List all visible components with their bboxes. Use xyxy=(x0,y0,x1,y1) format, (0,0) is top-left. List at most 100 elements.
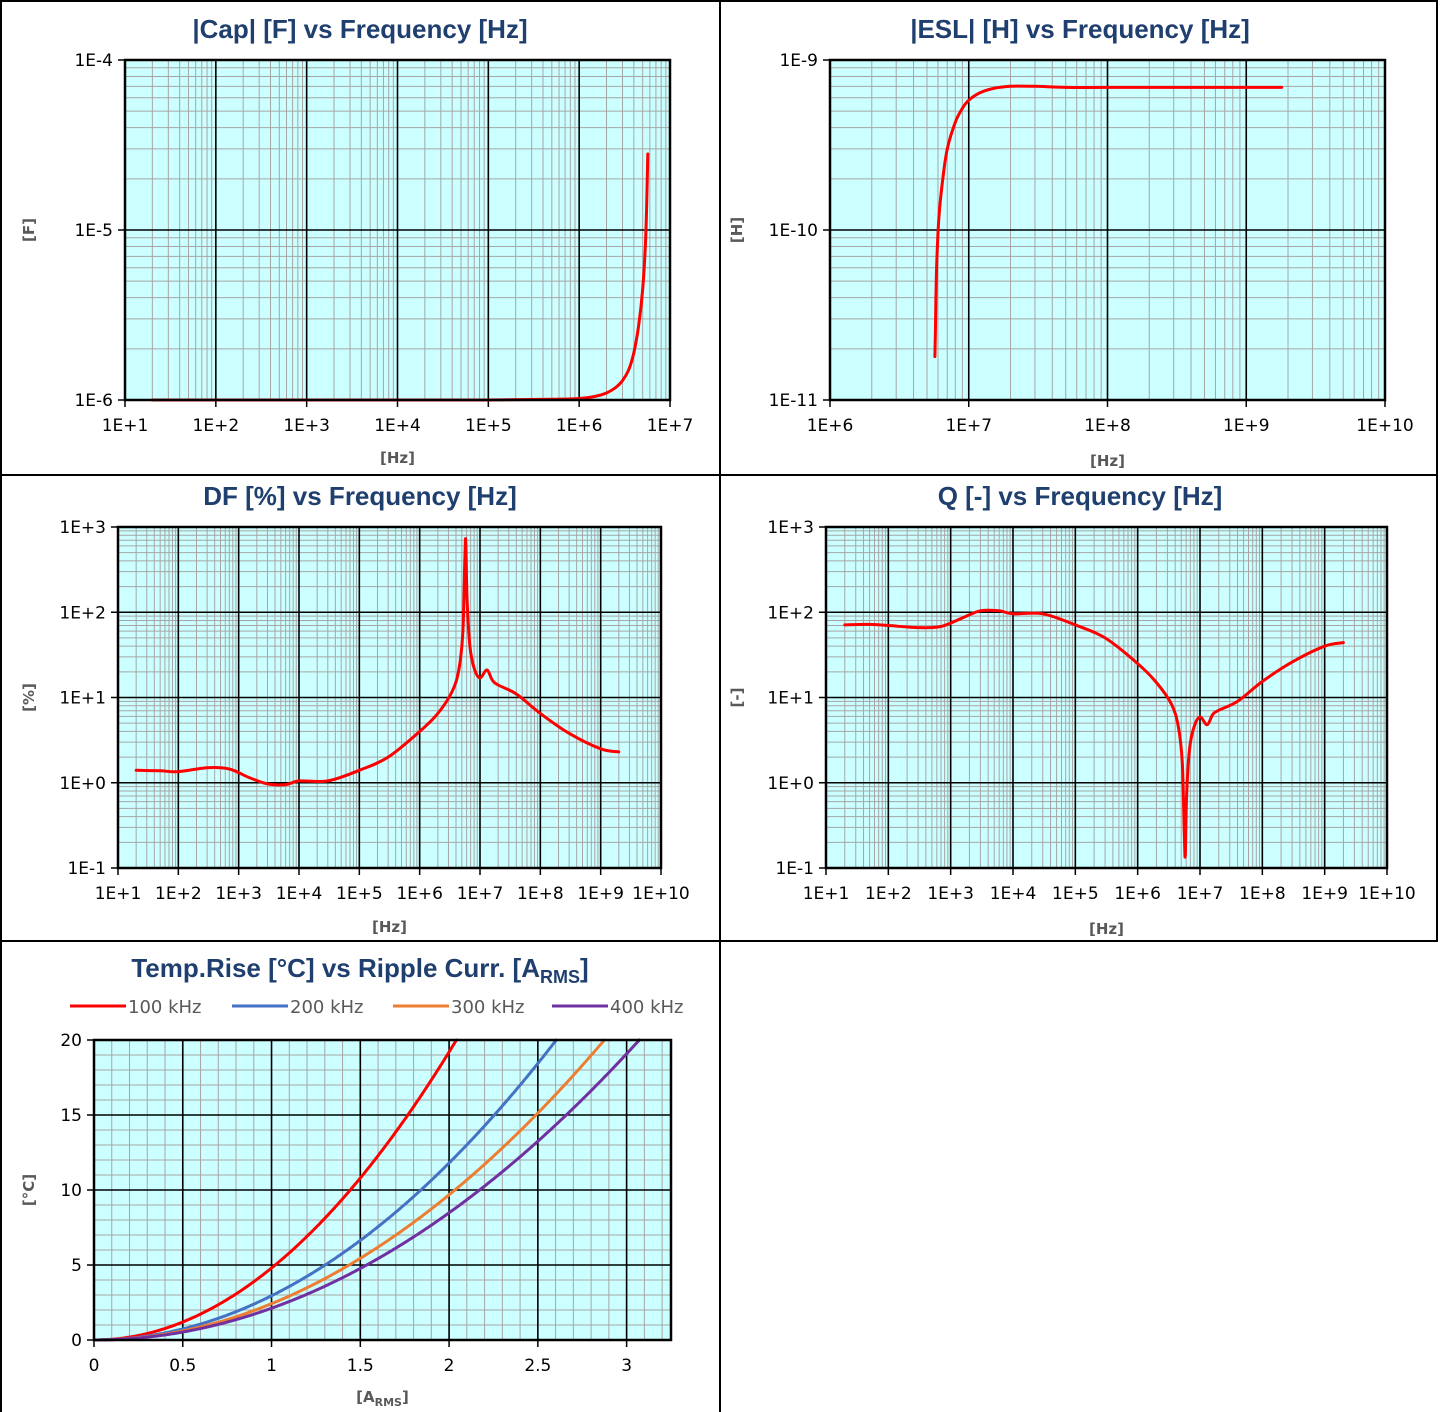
y-tick-label: 15 xyxy=(60,1106,82,1126)
cap-chart: 1E+1 1E+2 1E+3 1E+4 1E+5 1E+6 1E+7 1E-6 1E-5 1E-4… xyxy=(20,14,693,467)
x-tick-label: 1E+8 xyxy=(517,884,564,904)
x-tick-label: 1E+9 xyxy=(577,884,624,904)
x-tick-label: 0.5 xyxy=(169,1356,196,1376)
y-tick-label: 1E+2 xyxy=(767,603,814,623)
x-tick-label: 1E+5 xyxy=(465,416,512,436)
chart-title: DF [%] vs Frequency [Hz] xyxy=(203,481,517,511)
x-tick-label: 1E+2 xyxy=(193,416,240,436)
x-tick-label: 1E+2 xyxy=(155,884,202,904)
chart-title: Q [-] vs Frequency [Hz] xyxy=(938,481,1223,511)
x-tick-label: 1E+7 xyxy=(1177,884,1224,904)
chart-title-end: ] xyxy=(580,953,589,983)
y-tick-label: 1E+3 xyxy=(59,518,106,538)
esl-chart: 1E+6 1E+7 1E+8 1E+9 1E+10 1E-11 1E-10 1E-9 |ESL|… xyxy=(728,14,1414,470)
y-tick-label: 1E-1 xyxy=(67,859,106,879)
chart-title: |ESL| [H] vs Frequency [Hz] xyxy=(910,14,1250,44)
chart-title-main: DF [%] vs Frequency [Hz] xyxy=(203,481,517,511)
x-tick-label: 1E+4 xyxy=(990,884,1037,904)
x-tick-label: 1E+3 xyxy=(283,416,330,436)
x-tick-label: 1.5 xyxy=(347,1356,374,1376)
y-axis-label: [%] xyxy=(20,683,38,712)
x-tick-label: 1E+1 xyxy=(803,884,850,904)
chart-title-main: |ESL| [H] vs Frequency [Hz] xyxy=(910,14,1250,44)
x-axis-label: [Hz] xyxy=(380,449,415,467)
series-line xyxy=(933,84,1284,359)
legend-label: 300 kHz xyxy=(451,997,525,1018)
y-tick-label: 1E+0 xyxy=(59,774,106,794)
x-tick-label: 1E+6 xyxy=(807,416,854,436)
y-axis-label: [°C] xyxy=(20,1174,38,1206)
minor-grid xyxy=(826,527,1387,868)
x-axis-label-end: ] xyxy=(402,1388,409,1406)
x-tick-label: 3 xyxy=(621,1356,632,1376)
x-tick-label: 1E+1 xyxy=(95,884,142,904)
x-tick-label: 1E+6 xyxy=(396,884,443,904)
x-tick-label: 1E+5 xyxy=(1052,884,1099,904)
legend-label: 200 kHz xyxy=(290,997,364,1018)
x-tick-label: 1E+3 xyxy=(215,884,262,904)
y-tick-label: 1E-9 xyxy=(779,51,818,71)
series-line-400-khz xyxy=(92,1038,641,1342)
plot-frame xyxy=(828,58,1387,402)
y-axis-label: [-] xyxy=(728,688,746,708)
y-tick-label: 0 xyxy=(71,1331,82,1351)
x-axis-label-main: [Hz] xyxy=(1090,452,1125,470)
y-tick-label: 1E-11 xyxy=(769,391,818,411)
x-axis-label: [Hz] xyxy=(1090,452,1125,470)
x-tick-label: 1E+4 xyxy=(276,884,323,904)
x-tick-label: 1E+10 xyxy=(1356,416,1413,436)
x-tick-label: 1E+3 xyxy=(927,884,974,904)
plot-frame xyxy=(92,1038,673,1342)
chart-title-main: Temp.Rise [°C] vs Ripple Curr. [A xyxy=(131,953,540,983)
x-tick-label: 1E+10 xyxy=(632,884,689,904)
y-tick-label: 1E+0 xyxy=(767,774,814,794)
x-axis-label: [ARMS] xyxy=(356,1388,409,1409)
series-line-100-khz xyxy=(92,1038,458,1342)
chart-title: |Cap| [F] vs Frequency [Hz] xyxy=(192,14,527,44)
x-axis-label-main: [Hz] xyxy=(380,449,415,467)
plot-frame xyxy=(824,525,1389,870)
x-axis-label: [Hz] xyxy=(1089,920,1124,938)
y-tick-label: 1E+3 xyxy=(767,518,814,538)
y-tick-label: 1E+1 xyxy=(767,689,814,709)
y-tick-label: 1E-10 xyxy=(769,221,818,241)
y-axis-label: [F] xyxy=(20,218,38,242)
x-tick-label: 1E+7 xyxy=(457,884,504,904)
y-tick-label: 1E-4 xyxy=(74,51,113,71)
x-tick-label: 1E+9 xyxy=(1301,884,1348,904)
x-tick-label: 1E+2 xyxy=(865,884,912,904)
y-tick-label: 1E+2 xyxy=(59,603,106,623)
x-axis-label: [Hz] xyxy=(372,918,407,936)
y-tick-label: 1E+1 xyxy=(59,689,106,709)
y-tick-label: 10 xyxy=(60,1181,82,1201)
y-tick-label: 5 xyxy=(71,1256,82,1276)
plot-frame xyxy=(116,525,663,870)
x-tick-label: 2 xyxy=(444,1356,455,1376)
chart-title: Temp.Rise [°C] vs Ripple Curr. [ARMS] xyxy=(131,953,588,987)
y-tick-label: 1E-5 xyxy=(74,221,113,241)
x-tick-label: 1E+10 xyxy=(1358,884,1415,904)
series-line xyxy=(134,537,621,787)
q-chart: 1E+1 1E+2 1E+3 1E+4 1E+5 1E+6 1E+7 1E+8 1E+9 1E+1… xyxy=(728,481,1416,938)
x-tick-label: 1E+9 xyxy=(1223,416,1270,436)
x-tick-label: 1E+8 xyxy=(1084,416,1131,436)
x-tick-label: 0 xyxy=(89,1356,100,1376)
legend-label: 400 kHz xyxy=(610,997,684,1018)
chart-title-main: Q [-] vs Frequency [Hz] xyxy=(938,481,1223,511)
x-tick-label: 2.5 xyxy=(524,1356,551,1376)
legend: 100 kHz 200 kHz 300 kHz 400 kHz xyxy=(70,997,684,1018)
x-tick-label: 1E+5 xyxy=(336,884,383,904)
x-axis-label-subscript: RMS xyxy=(375,1396,402,1409)
x-tick-label: 1E+6 xyxy=(556,416,603,436)
x-tick-label: 1E+7 xyxy=(647,416,694,436)
legend-label: 100 kHz xyxy=(128,997,202,1018)
df-chart: 1E+1 1E+2 1E+3 1E+4 1E+5 1E+6 1E+7 1E+8 1E+9 1E+1… xyxy=(20,481,690,936)
y-tick-label: 20 xyxy=(60,1031,82,1051)
y-tick-label: 1E-6 xyxy=(74,391,113,411)
series-line xyxy=(843,608,1345,859)
x-tick-label: 1E+1 xyxy=(102,416,149,436)
x-tick-label: 1E+4 xyxy=(374,416,421,436)
